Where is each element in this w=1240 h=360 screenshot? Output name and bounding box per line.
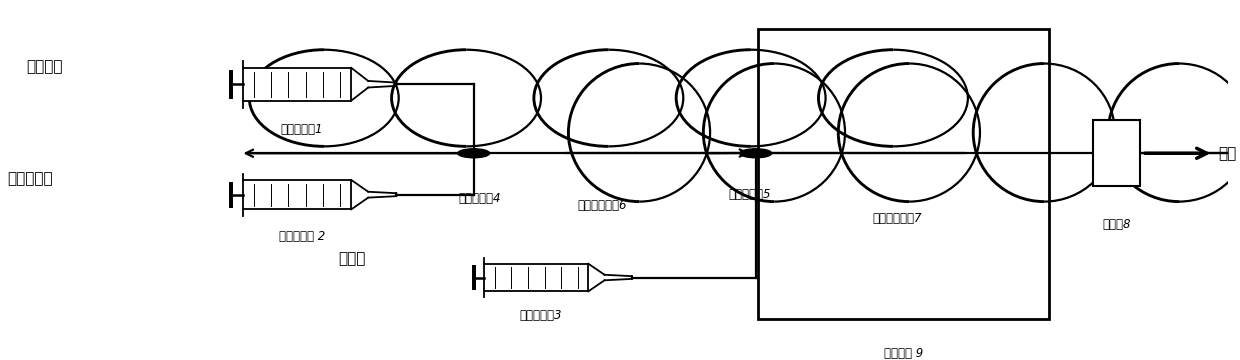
FancyBboxPatch shape [758, 29, 1049, 319]
Text: 超声装置 9: 超声装置 9 [884, 347, 924, 360]
Text: 催化剂溶液: 催化剂溶液 [7, 172, 53, 186]
Circle shape [458, 149, 490, 158]
Text: 二甲苯: 二甲苯 [339, 251, 366, 266]
Text: 第一微反应器6: 第一微反应器6 [578, 199, 627, 212]
FancyBboxPatch shape [243, 68, 351, 101]
Text: 第二注射泵 2: 第二注射泵 2 [279, 230, 325, 243]
Text: 第三注射泵3: 第三注射泵3 [520, 309, 563, 322]
Text: 产物: 产物 [1218, 146, 1236, 161]
FancyBboxPatch shape [243, 180, 351, 210]
Text: 背压阀8: 背压阀8 [1102, 217, 1131, 230]
Text: 第一注射泵1: 第一注射泵1 [280, 123, 324, 136]
Text: 甲醛溶液: 甲醛溶液 [26, 59, 62, 75]
Text: 第一混合器4: 第一混合器4 [459, 192, 501, 204]
FancyBboxPatch shape [1094, 121, 1140, 186]
FancyBboxPatch shape [485, 264, 588, 291]
Circle shape [740, 149, 771, 158]
Text: 第二微反应器7: 第二微反应器7 [872, 212, 921, 225]
Text: 第二混合器5: 第二混合器5 [728, 188, 771, 201]
